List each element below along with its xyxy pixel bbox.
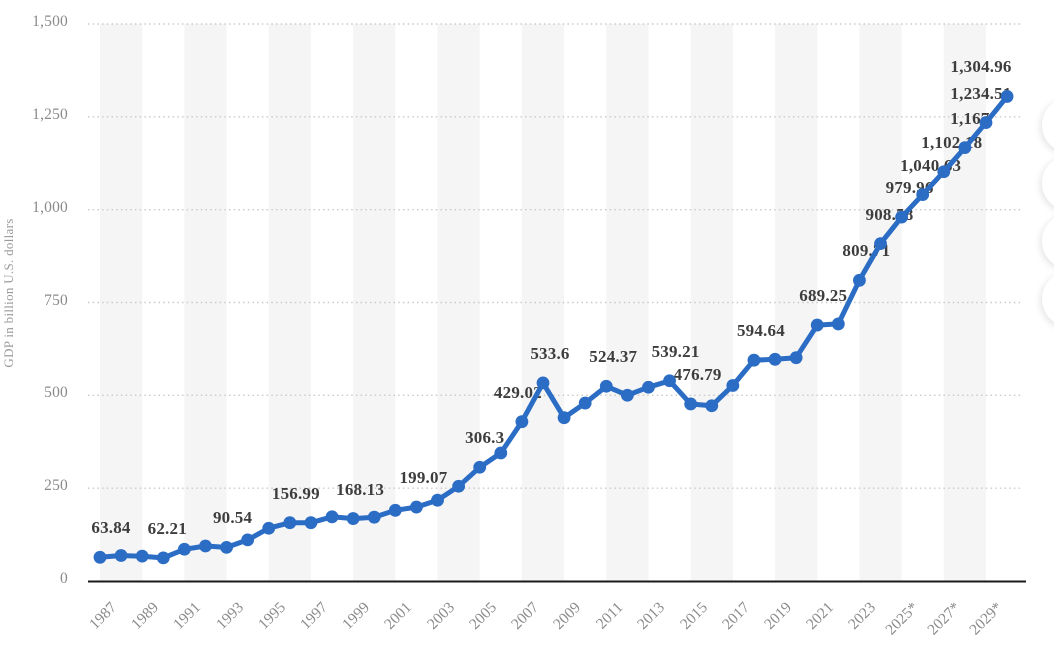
y-tick-label-1500: 1,500 (32, 13, 68, 30)
data-label-2015: 476.79 (673, 364, 722, 384)
x-tick-label-1991: 1991 (170, 599, 205, 633)
x-tick-label-2007: 2007 (507, 599, 542, 633)
side-toolbar-button-3[interactable] (1042, 213, 1054, 269)
side-toolbar-button-1[interactable] (1042, 97, 1054, 153)
x-tick-label-2015: 2015 (676, 599, 711, 633)
x-tick-label-2019: 2019 (761, 599, 796, 633)
y-tick-label-0: 0 (60, 570, 68, 587)
data-label-2007: 429.02 (493, 382, 542, 402)
data-label-1993: 90.54 (212, 508, 253, 528)
x-tick-label-2011: 2011 (592, 599, 627, 633)
side-toolbar-button-2[interactable] (1042, 155, 1054, 211)
data-label-2026: 1,040.63 (900, 155, 962, 175)
data-label-2018: 594.64 (736, 321, 785, 341)
data-label-1996: 156.99 (271, 483, 320, 503)
y-tick-label-250: 250 (44, 477, 68, 495)
x-tick-label-1987: 1987 (86, 599, 121, 633)
side-toolbar-button-4[interactable] (1042, 271, 1054, 327)
x-tick-label-1995: 1995 (254, 599, 289, 633)
data-label-2023: 809.71 (842, 241, 891, 261)
y-tick-label-1000: 1,000 (32, 198, 68, 216)
x-tick-label-2009: 2009 (550, 599, 585, 633)
x-tick-label-2003: 2003 (423, 599, 458, 633)
x-tick-label-2021: 2021 (803, 599, 838, 633)
data-label-2014: 539.21 (651, 341, 700, 361)
x-tick-label-2027: 2027* (924, 599, 964, 639)
data-label-1990: 62.21 (147, 518, 187, 538)
data-label-2011: 524.37 (589, 347, 638, 367)
y-tick-label-750: 750 (44, 291, 68, 309)
data-label-2024: 908.58 (865, 204, 914, 224)
data-label-2027: 1,102.18 (921, 132, 983, 152)
y-tick-label-1250: 1,250 (32, 105, 68, 123)
data-label-1999: 168.13 (336, 479, 385, 499)
x-tick-label-1999: 1999 (339, 599, 374, 633)
data-label-2021: 689.25 (799, 286, 848, 306)
data-label-2029: 1,234.51 (950, 83, 1012, 103)
data-label-2030: 1,304.96 (950, 57, 1012, 77)
data-label-2025: 979.96 (885, 178, 934, 198)
data-label-1987: 63.84 (91, 518, 131, 538)
x-tick-label-2029: 2029* (966, 599, 1007, 639)
x-tick-label-2005: 2005 (465, 599, 500, 633)
data-label-2005: 306.3 (465, 428, 505, 448)
x-tick-label-2013: 2013 (634, 599, 669, 633)
x-tick-label-2017: 2017 (718, 599, 753, 633)
x-tick-label-2025: 2025* (882, 599, 922, 639)
data-label-2008: 533.6 (530, 343, 570, 363)
x-tick-label-2001: 2001 (381, 599, 416, 633)
x-tick-label-1997: 1997 (297, 599, 331, 633)
x-tick-label-1993: 1993 (212, 599, 247, 633)
data-label-2028: 1,167 (950, 108, 990, 128)
x-tick-label-2023: 2023 (845, 599, 880, 633)
y-tick-label-500: 500 (44, 384, 68, 402)
x-tick-label-1989: 1989 (128, 599, 163, 633)
data-label-2002: 199.07 (399, 468, 448, 488)
